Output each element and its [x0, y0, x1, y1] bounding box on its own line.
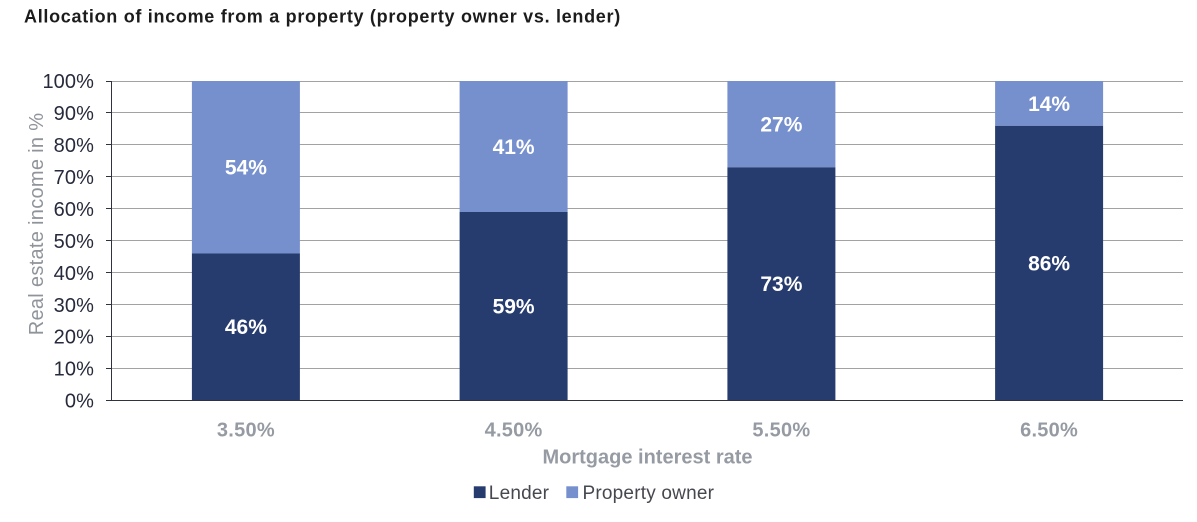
svg-text:Allocation of income from a pr: Allocation of income from a property (pr…	[24, 7, 621, 27]
svg-text:59%: 59%	[493, 296, 535, 319]
svg-text:90%: 90%	[54, 103, 94, 125]
svg-text:4.50%: 4.50%	[485, 419, 543, 441]
svg-text:70%: 70%	[54, 167, 94, 189]
svg-text:0%: 0%	[65, 391, 94, 413]
svg-text:20%: 20%	[54, 327, 94, 349]
svg-text:Lender: Lender	[489, 483, 550, 504]
svg-text:41%: 41%	[493, 136, 535, 159]
svg-text:40%: 40%	[54, 263, 94, 285]
svg-text:5.50%: 5.50%	[752, 419, 810, 441]
svg-text:50%: 50%	[54, 231, 94, 253]
svg-text:6.50%: 6.50%	[1020, 419, 1078, 441]
svg-text:73%: 73%	[760, 273, 802, 296]
svg-text:3.50%: 3.50%	[217, 419, 275, 441]
svg-text:80%: 80%	[54, 135, 94, 157]
svg-text:14%: 14%	[1028, 93, 1070, 116]
svg-text:46%: 46%	[225, 316, 267, 339]
svg-text:Mortgage interest rate: Mortgage interest rate	[542, 447, 752, 469]
svg-text:60%: 60%	[54, 199, 94, 221]
svg-text:Real estate income in %: Real estate income in %	[26, 113, 48, 336]
svg-text:54%: 54%	[225, 157, 267, 180]
svg-text:86%: 86%	[1028, 253, 1070, 276]
svg-text:10%: 10%	[54, 359, 94, 381]
svg-text:100%: 100%	[42, 71, 94, 93]
svg-text:Property owner: Property owner	[583, 483, 715, 504]
svg-text:30%: 30%	[54, 295, 94, 317]
svg-text:27%: 27%	[760, 114, 802, 137]
